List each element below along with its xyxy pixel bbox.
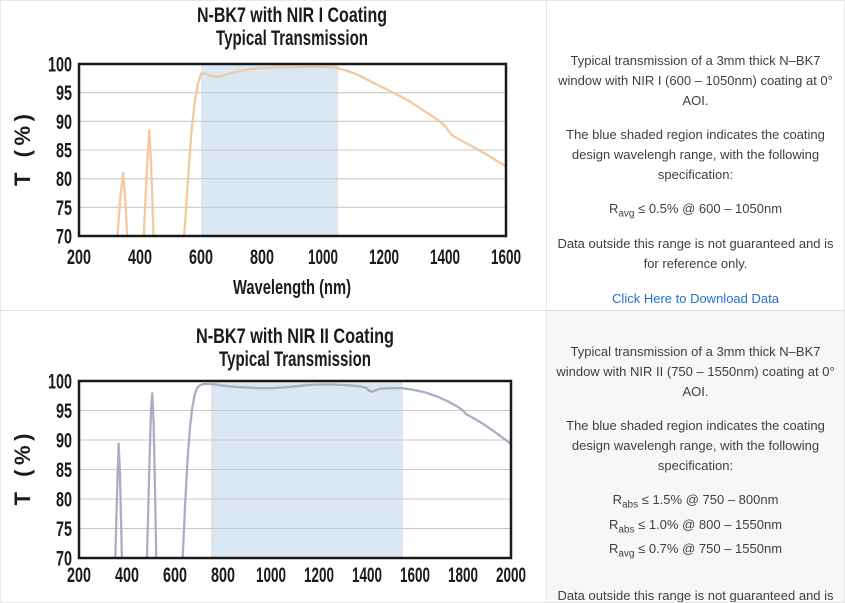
svg-text:75: 75 xyxy=(56,197,72,220)
nir2-chart-cell: 70 75 80 85 90 95 100 200 400 600 800 1000 1200 1400 1… xyxy=(1,311,546,602)
svg-text:1000: 1000 xyxy=(308,246,338,269)
shaded-region-note: The blue shaded region indicates the coa… xyxy=(566,418,825,473)
nir1-section: 70 75 80 85 90 95 100 200 400 600 800 1000 1200 1400 1… xyxy=(1,1,844,311)
spec-line: Ravg ≤ 0.7% @ 750 – 1550nm xyxy=(608,541,783,560)
svg-text:100: 100 xyxy=(48,371,72,394)
svg-text:95: 95 xyxy=(56,400,72,423)
svg-text:85: 85 xyxy=(56,140,72,163)
svg-text:800: 800 xyxy=(211,564,235,587)
nir2-transmission-chart: 70 75 80 85 90 95 100 200 400 600 800 1000 1200 1400 1… xyxy=(10,325,526,587)
svg-text:75: 75 xyxy=(56,518,72,541)
svg-text:100: 100 xyxy=(48,54,72,77)
svg-text:Typical Transmission: Typical Transmission xyxy=(219,348,371,371)
spec-list: Rabs ≤ 1.5% @ 750 – 800nm Rabs ≤ 1.0% @ 8… xyxy=(553,490,838,564)
shaded-region-note: The blue shaded region indicates the coa… xyxy=(566,127,825,182)
svg-text:1000: 1000 xyxy=(256,564,286,587)
chart-description: Typical transmission of a 3mm thick N–BK… xyxy=(556,344,835,399)
svg-text:85: 85 xyxy=(56,459,72,482)
svg-text:1800: 1800 xyxy=(448,564,478,587)
svg-text:Typical Transmission: Typical Transmission xyxy=(216,27,368,50)
data-disclaimer: Data outside this range is not guarantee… xyxy=(557,235,834,271)
svg-text:T (%): T (%) xyxy=(10,114,35,186)
nir1-chart-cell: 70 75 80 85 90 95 100 200 400 600 800 1000 1200 1400 1… xyxy=(1,1,546,310)
nir2-section: 70 75 80 85 90 95 100 200 400 600 800 1000 1200 1400 1… xyxy=(1,311,844,603)
svg-text:400: 400 xyxy=(115,564,139,587)
spec-line: Rabs ≤ 1.0% @ 800 – 1550nm xyxy=(608,516,783,536)
svg-text:2000: 2000 xyxy=(496,564,526,587)
svg-text:1600: 1600 xyxy=(491,246,521,269)
svg-text:1600: 1600 xyxy=(400,564,430,587)
spec-line: Ravg ≤ 0.5% @ 600 – 1050nm xyxy=(608,201,783,220)
svg-text:95: 95 xyxy=(56,82,72,105)
svg-text:1200: 1200 xyxy=(369,246,399,269)
svg-text:90: 90 xyxy=(56,430,72,453)
svg-text:200: 200 xyxy=(67,564,91,587)
svg-text:Wavelength (nm): Wavelength (nm) xyxy=(233,277,351,299)
svg-text:600: 600 xyxy=(163,564,187,587)
svg-text:1400: 1400 xyxy=(430,246,460,269)
svg-text:400: 400 xyxy=(128,246,152,269)
svg-text:800: 800 xyxy=(250,246,274,269)
svg-text:600: 600 xyxy=(189,246,213,269)
svg-text:80: 80 xyxy=(56,489,72,512)
spec-line: Rabs ≤ 1.5% @ 750 – 800nm xyxy=(612,492,779,511)
svg-text:1200: 1200 xyxy=(304,564,334,587)
nir1-transmission-chart: 70 75 80 85 90 95 100 200 400 600 800 1000 1200 1400 1… xyxy=(10,4,521,299)
svg-text:90: 90 xyxy=(56,111,72,134)
svg-text:1400: 1400 xyxy=(352,564,382,587)
svg-text:70: 70 xyxy=(56,548,72,571)
svg-text:80: 80 xyxy=(56,168,72,191)
download-data-link[interactable]: Click Here to Download Data xyxy=(612,290,779,306)
data-disclaimer: Data outside this range is not guarantee… xyxy=(557,587,834,603)
svg-text:70: 70 xyxy=(56,226,72,249)
chart-description: Typical transmission of a 3mm thick N–BK… xyxy=(558,53,833,108)
svg-text:200: 200 xyxy=(67,246,91,269)
nir2-info-panel: Typical transmission of a 3mm thick N–BK… xyxy=(546,311,844,603)
svg-text:N-BK7 with NIR II Coating: N-BK7 with NIR II Coating xyxy=(196,325,394,348)
svg-text:N-BK7 with NIR I Coating: N-BK7 with NIR I Coating xyxy=(197,4,387,27)
nir1-info-panel: Typical transmission of a 3mm thick N–BK… xyxy=(546,1,844,310)
svg-text:T (%): T (%) xyxy=(10,434,35,506)
spec-list: Ravg ≤ 0.5% @ 600 – 1050nm xyxy=(553,199,838,224)
